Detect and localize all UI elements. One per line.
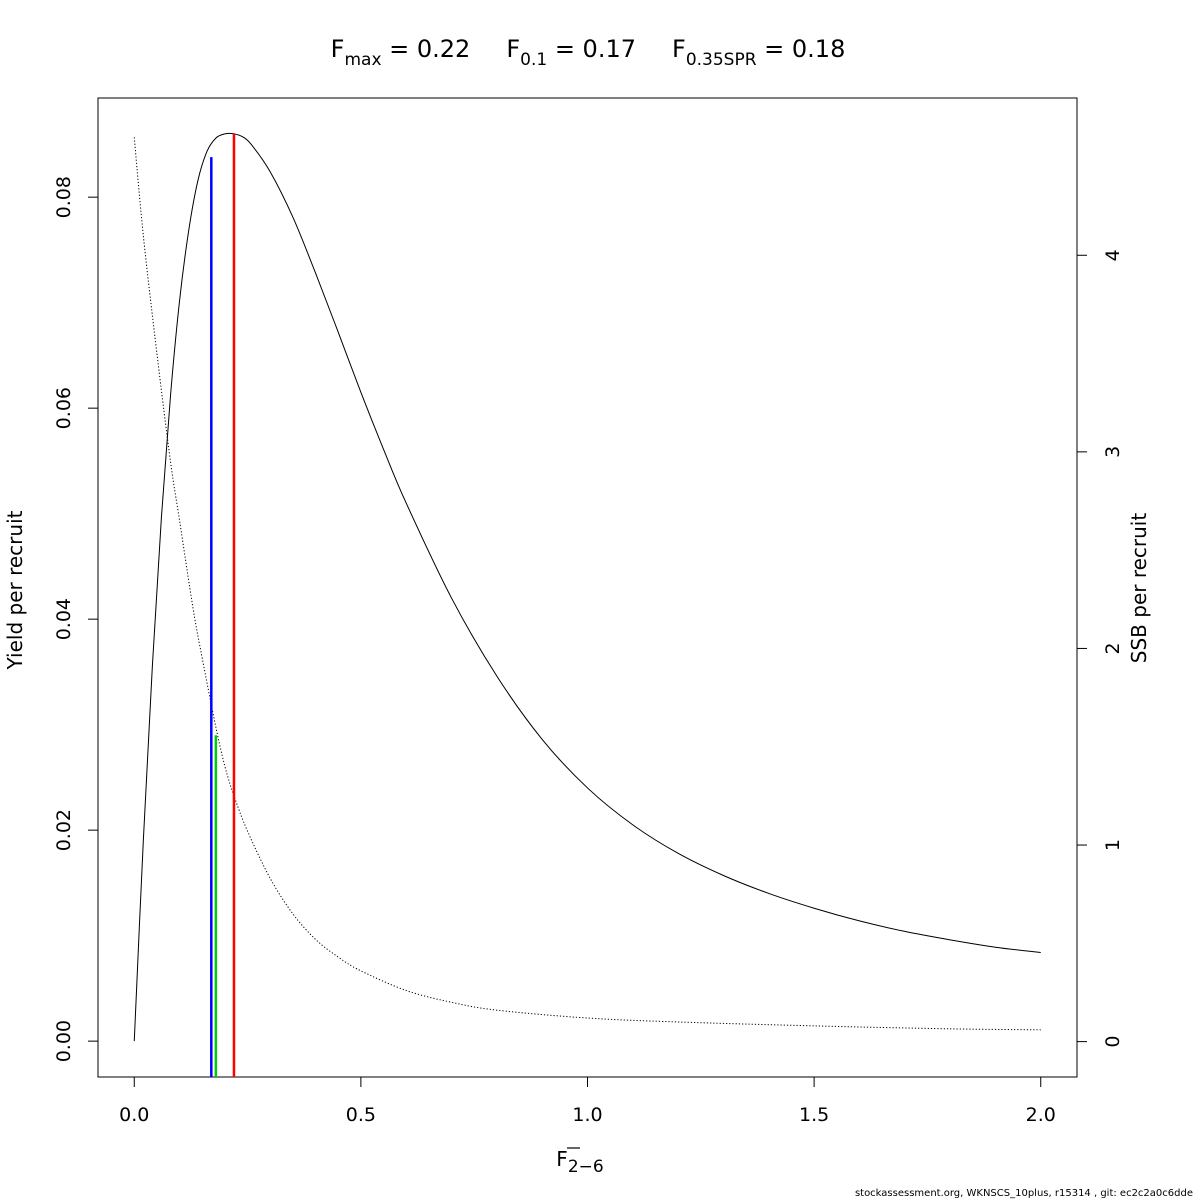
title-spacer bbox=[470, 35, 506, 63]
title-part-0-value: = 0.22 bbox=[382, 35, 471, 63]
title-part-1-sub: 0.1 bbox=[520, 50, 547, 70]
y-left-tick-label: 0.02 bbox=[53, 809, 75, 851]
title-part-1-main: F bbox=[506, 35, 520, 63]
y-axis-left: 0.00 0.02 0.04 0.06 0.08 bbox=[53, 176, 99, 1062]
x-tick-label: 1.0 bbox=[572, 1104, 602, 1126]
y-left-tick-label: 0.04 bbox=[53, 598, 75, 640]
x-tick-label: 1.5 bbox=[799, 1104, 829, 1126]
y-right-tick-label: 3 bbox=[1102, 446, 1124, 458]
reference-lines bbox=[210, 133, 236, 1077]
y-left-tick-label: 0.06 bbox=[53, 387, 75, 429]
title-part-1-value: = 0.17 bbox=[547, 35, 636, 63]
title-part-2-main: F bbox=[672, 35, 686, 63]
title-part-0-main: F bbox=[331, 35, 345, 63]
y-right-tick-label: 2 bbox=[1102, 642, 1124, 654]
x-tick-label: 2.0 bbox=[1026, 1104, 1056, 1126]
x-label-sub: 2−6 bbox=[568, 1157, 604, 1177]
y-right-tick-label: 1 bbox=[1102, 839, 1124, 851]
title-spacer bbox=[636, 35, 672, 63]
x-tick-label: 0.5 bbox=[346, 1104, 376, 1126]
y-axis-right: 0 1 2 3 4 bbox=[1076, 249, 1124, 1048]
title-part-2-value: = 0.18 bbox=[757, 35, 846, 63]
y-left-tick-label: 0.08 bbox=[53, 176, 75, 218]
y-right-tick-label: 0 bbox=[1102, 1036, 1124, 1048]
chart-title: Fmax = 0.22 F0.1 = 0.17 F0.35SPR = 0.18 bbox=[331, 35, 846, 70]
x-axis: 0.0 0.5 1.0 1.5 2.0 bbox=[119, 1076, 1056, 1126]
yield-per-recruit-line bbox=[133, 132, 1041, 1042]
plot-frame bbox=[97, 97, 1078, 1078]
x-tick-label: 0.0 bbox=[119, 1104, 149, 1126]
footer-text: stockassessment.org, WKNSCS_10plus, r153… bbox=[855, 1188, 1193, 1199]
x-label-main: F bbox=[556, 1147, 568, 1171]
y-left-tick-label: 0.00 bbox=[53, 1020, 75, 1062]
title-part-2-sub: 0.35SPR bbox=[686, 50, 757, 70]
title-part-0-sub: max bbox=[344, 50, 381, 70]
x-axis-label: F2−6 bbox=[556, 1147, 603, 1177]
series-layer bbox=[133, 132, 1041, 1042]
ssb-per-recruit-line bbox=[133, 137, 1041, 1031]
y-axis-right-label: SSB per recruit bbox=[1127, 513, 1151, 664]
y-axis-left-label: Yield per recruit bbox=[3, 510, 27, 670]
y-right-tick-label: 4 bbox=[1102, 249, 1124, 261]
